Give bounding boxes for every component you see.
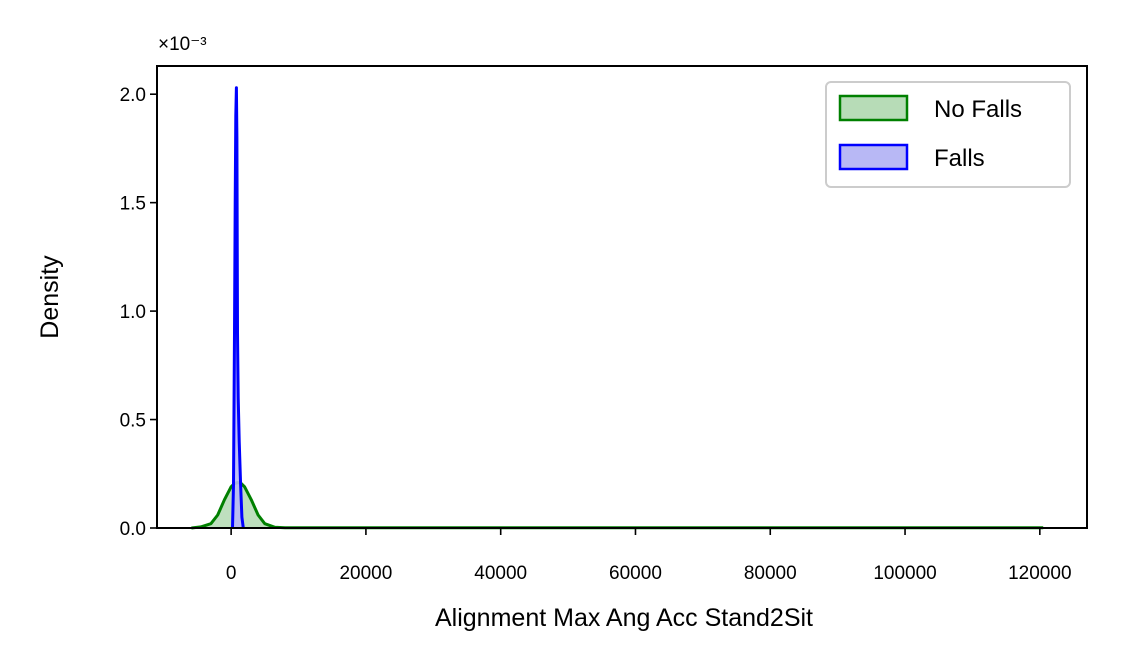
y-axis-offset-label: ×10⁻³: [158, 34, 207, 55]
x-tick-label: 80000: [744, 563, 797, 584]
x-tick-label: 100000: [873, 563, 936, 584]
y-axis-ticks: 0.0 0.5 1.0 1.5 2.0: [120, 85, 157, 540]
series-line-no-falls: [191, 481, 1044, 530]
y-axis-label: Density: [36, 255, 64, 339]
x-tick-label: 0: [226, 563, 237, 584]
plot-frame: [156, 65, 1088, 529]
legend-label-no-falls: No Falls: [934, 96, 1022, 123]
legend-swatch-falls: [838, 143, 909, 171]
y-tick-label: 0.0: [120, 519, 146, 540]
x-axis-label: Alignment Max Ang Acc Stand2Sit: [435, 604, 813, 632]
legend: No Falls Falls: [825, 81, 1071, 188]
series-line-falls: [231, 86, 245, 529]
legend-swatch-no-falls: [838, 94, 909, 122]
y-tick-label: 1.5: [120, 194, 146, 215]
x-tick-label: 40000: [474, 563, 527, 584]
x-tick-label: 120000: [1008, 563, 1071, 584]
legend-label-falls: Falls: [934, 145, 985, 172]
x-tick-label: 60000: [609, 563, 662, 584]
y-tick-label: 1.0: [120, 302, 146, 323]
series-area-no-falls: [191, 482, 1044, 528]
y-tick-label: 2.0: [120, 85, 146, 106]
y-tick-label: 0.5: [120, 411, 146, 432]
x-axis-ticks: 0 20000 40000 60000 80000 100000 120000: [226, 528, 1072, 584]
x-tick-label: 20000: [339, 563, 392, 584]
